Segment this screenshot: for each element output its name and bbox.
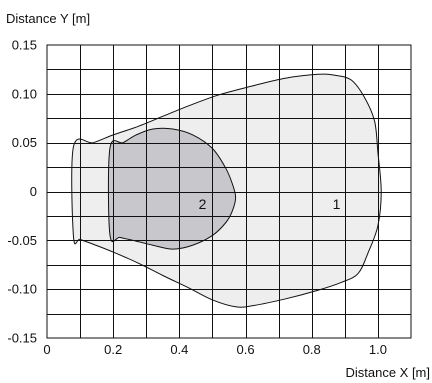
- y-tick-label: 0: [30, 184, 37, 199]
- y-tick-label: 0.15: [12, 38, 37, 53]
- y-tick-label: 0.05: [12, 135, 37, 150]
- y-tick-label: -0.10: [7, 282, 37, 297]
- y-axis-label: Distance Y [m]: [6, 11, 90, 26]
- y-tick-label: 0.10: [12, 86, 37, 101]
- x-tick-label: 0.2: [104, 342, 122, 357]
- x-tick-label: 1.0: [369, 342, 387, 357]
- x-tick-label: 0.8: [303, 342, 321, 357]
- zone-2-label: 2: [199, 196, 207, 212]
- x-tick-labels: 0 0.2 0.4 0.6 0.8 1.0: [43, 342, 387, 357]
- y-tick-label: -0.05: [7, 233, 37, 248]
- x-tick-label: 0: [43, 342, 50, 357]
- y-tick-label: -0.15: [7, 331, 37, 346]
- zone-labels-layer: 12: [199, 196, 341, 212]
- grid-layer: [47, 45, 411, 338]
- x-tick-label: 0.6: [237, 342, 255, 357]
- plot-frame: [46, 44, 412, 339]
- zones-layer: [71, 73, 382, 308]
- x-tick-label: 0.4: [170, 342, 188, 357]
- y-tick-labels: 0.15 0.10 0.05 0 -0.05 -0.10 -0.15: [7, 38, 37, 346]
- x-axis-label: Distance X [m]: [345, 365, 430, 380]
- zone-1-label: 1: [333, 196, 341, 212]
